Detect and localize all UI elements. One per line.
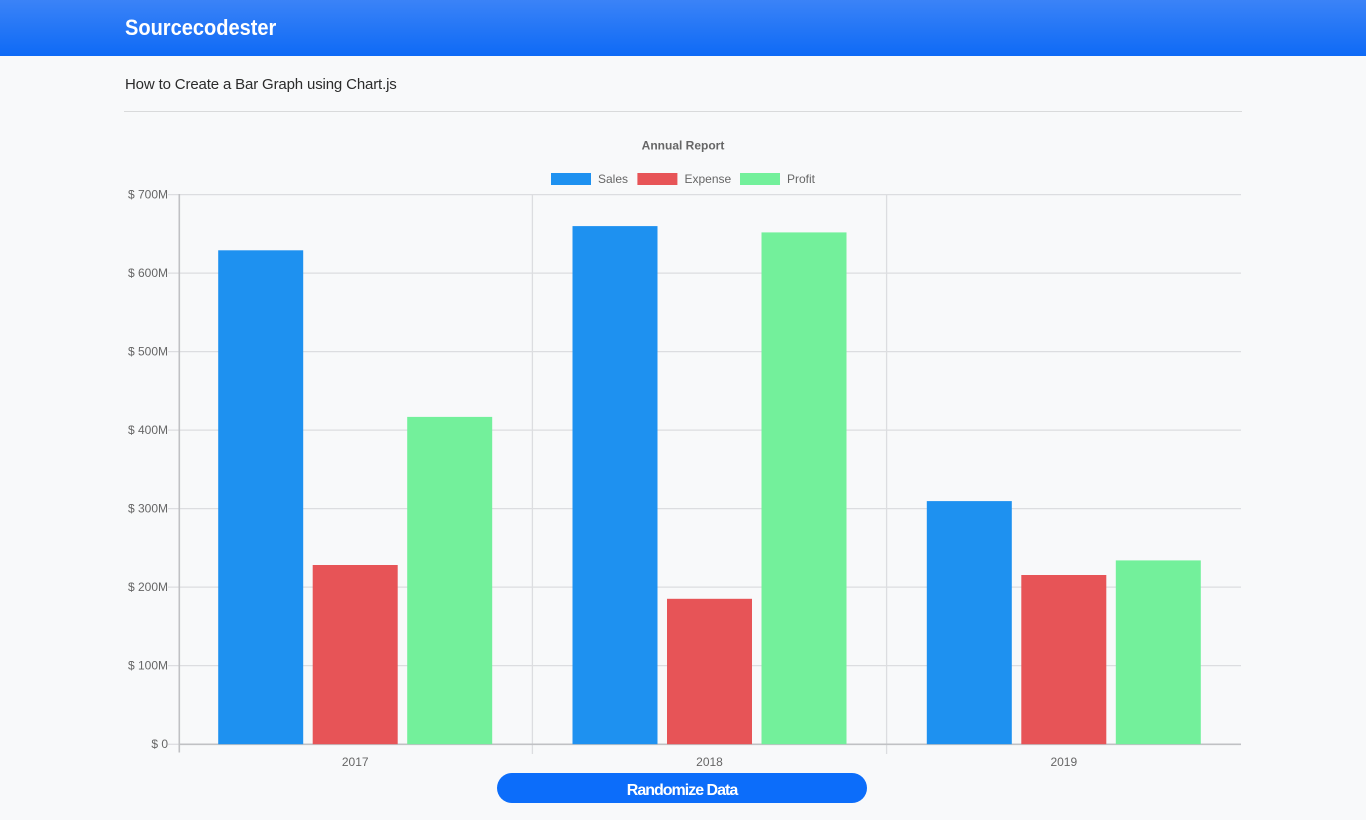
- svg-text:$ 100M: $ 100M: [128, 659, 168, 673]
- svg-text:Expense: Expense: [685, 172, 732, 186]
- svg-text:$ 300M: $ 300M: [128, 502, 168, 516]
- svg-text:$ 600M: $ 600M: [128, 266, 168, 280]
- svg-text:$ 200M: $ 200M: [128, 580, 168, 594]
- svg-text:$ 700M: $ 700M: [128, 188, 168, 202]
- svg-text:2018: 2018: [696, 755, 723, 769]
- svg-text:Sales: Sales: [598, 172, 628, 186]
- svg-text:2019: 2019: [1050, 755, 1077, 769]
- svg-text:Annual Report: Annual Report: [642, 139, 725, 153]
- svg-text:2017: 2017: [342, 755, 369, 769]
- svg-text:Profit: Profit: [787, 172, 816, 186]
- svg-text:$ 400M: $ 400M: [128, 423, 168, 437]
- svg-text:$ 0: $ 0: [151, 737, 168, 751]
- svg-text:$ 500M: $ 500M: [128, 345, 168, 359]
